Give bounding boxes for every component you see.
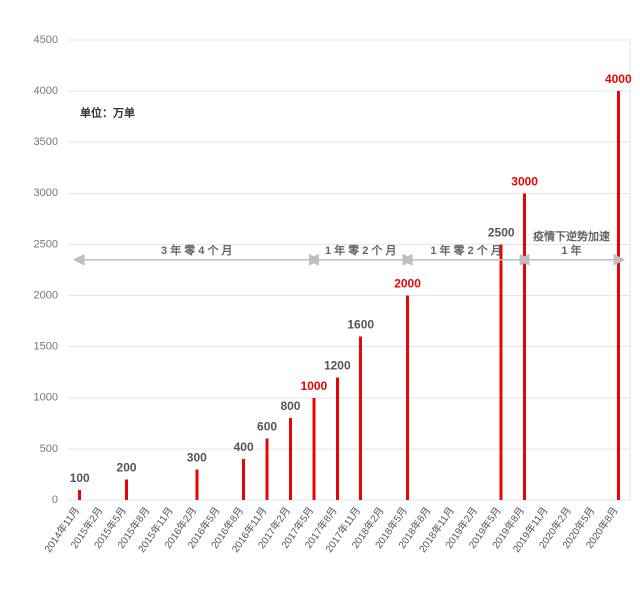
bar <box>617 91 620 500</box>
value-label: 1000 <box>301 379 328 393</box>
y-tick-label: 3000 <box>34 187 58 199</box>
period-label: 3 年 零 4 个 月 <box>161 243 233 257</box>
value-label: 2500 <box>488 225 515 239</box>
unit-label: 单位：万单 <box>80 106 135 120</box>
y-tick-label: 1000 <box>34 392 58 404</box>
period-label: 1 年 零 2 个 月 <box>325 243 397 257</box>
value-label: 100 <box>70 471 90 485</box>
bar <box>266 439 269 500</box>
bar <box>523 193 526 500</box>
value-label: 400 <box>234 440 254 454</box>
period-note: 疫情下逆势加速 <box>533 229 610 243</box>
value-label: 300 <box>187 450 207 464</box>
y-tick-label: 4500 <box>34 34 58 46</box>
bar <box>500 244 503 500</box>
value-label: 2000 <box>394 277 421 291</box>
bar <box>359 336 362 500</box>
bar <box>242 459 245 500</box>
y-tick-label: 3500 <box>34 136 58 148</box>
chart-svg: 0 500 1000 1500 2000 2500 3000 3500 4000 4500 单位：万… <box>0 0 640 591</box>
bar <box>336 377 339 500</box>
bar <box>125 480 128 500</box>
y-tick-label: 4000 <box>34 85 58 97</box>
value-label: 800 <box>280 399 300 413</box>
value-label: 1200 <box>324 358 351 372</box>
y-tick-label: 500 <box>40 443 58 455</box>
period-label: 1 年 零 2 个 月 <box>430 243 502 257</box>
value-label: 1600 <box>347 317 374 331</box>
y-tick-label: 1500 <box>34 341 58 353</box>
value-label: 600 <box>257 420 277 434</box>
bar <box>406 296 409 500</box>
bar <box>195 469 198 500</box>
bar <box>312 398 315 500</box>
period-label: 1 年 <box>561 243 581 257</box>
y-tick-label: 2500 <box>34 238 58 250</box>
bar-chart: 0 500 1000 1500 2000 2500 3000 3500 4000 4500 单位：万… <box>0 0 640 591</box>
y-tick-label: 0 <box>52 494 58 506</box>
y-tick-label: 2000 <box>34 289 58 301</box>
bar <box>78 490 81 500</box>
value-label: 4000 <box>605 72 632 86</box>
value-label: 3000 <box>511 174 538 188</box>
value-label: 200 <box>117 461 137 475</box>
bar <box>289 418 292 500</box>
